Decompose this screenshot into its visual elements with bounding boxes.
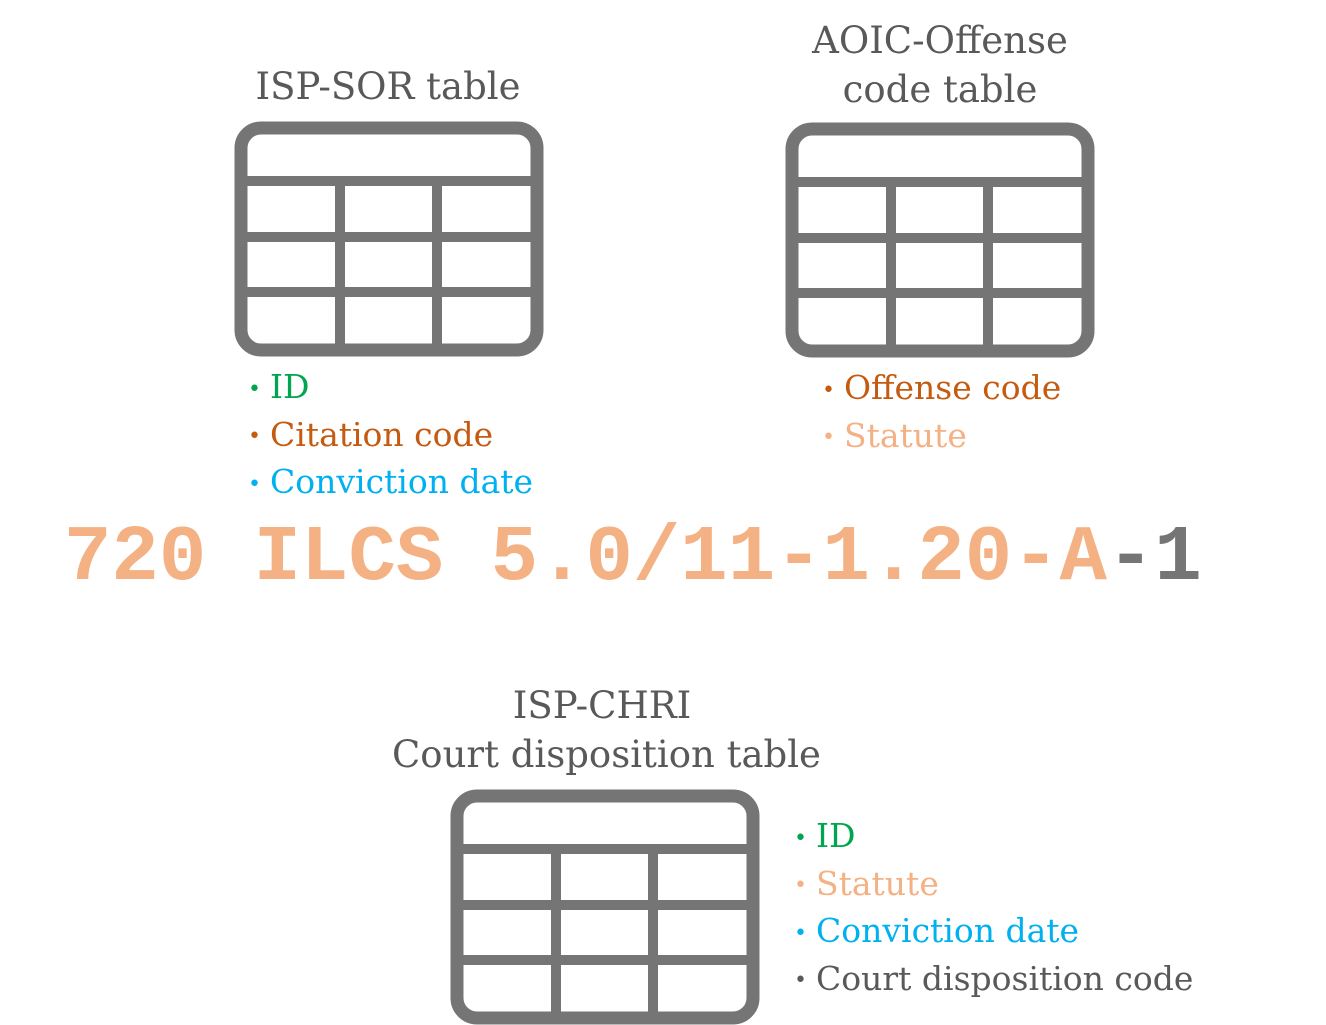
list-item: • Conviction date xyxy=(248,459,533,507)
field-label: Statute xyxy=(844,415,967,455)
field-label: Offense code xyxy=(844,368,1062,407)
field-label: Court disposition code xyxy=(816,958,1194,998)
list-item: • Court disposition code xyxy=(794,956,1193,1004)
aoic-field-list: • Offense code • Statute xyxy=(822,365,1061,460)
bullet: • xyxy=(248,424,261,449)
list-item: • Statute xyxy=(822,413,1061,461)
field-label: ID xyxy=(270,367,310,406)
field-label: Citation code xyxy=(270,414,494,454)
bullet: • xyxy=(822,377,835,403)
table-icon xyxy=(234,121,544,357)
isp-sor-title: ISP-SOR table xyxy=(238,62,538,111)
isp-chri-title-line1: ISP-CHRI xyxy=(512,684,692,727)
list-item: • ID xyxy=(794,813,1193,861)
aoic-title: AOIC-Offense code table xyxy=(780,16,1100,114)
field-label: Conviction date xyxy=(816,911,1080,950)
isp-sor-title-text: ISP-SOR table xyxy=(255,65,521,108)
list-item: • Statute xyxy=(794,861,1193,909)
aoic-title-line2: code table xyxy=(842,68,1038,111)
list-item: • Offense code xyxy=(822,365,1061,413)
field-label: Statute xyxy=(816,863,939,903)
isp-chri-title: ISP-CHRI Court disposition table xyxy=(392,681,821,779)
bullet: • xyxy=(248,471,261,497)
bullet: • xyxy=(794,968,807,993)
bullet: • xyxy=(794,920,807,946)
bullet: • xyxy=(794,873,807,898)
field-label: Conviction date xyxy=(270,462,534,501)
isp-chri-title-line2: Court disposition table xyxy=(392,733,821,776)
bullet: • xyxy=(794,825,807,851)
bullet: • xyxy=(248,376,261,402)
bullet: • xyxy=(822,425,835,450)
table-icon xyxy=(785,122,1095,358)
list-item: • ID xyxy=(248,364,533,412)
citation-code-example: 720 ILCS 5.0/11-1.20-A-1 xyxy=(64,513,1202,603)
isp-sor-field-list: • ID • Citation code • Conviction date xyxy=(248,364,533,507)
isp-chri-field-list: • ID • Statute • Conviction date • Court dis… xyxy=(794,813,1193,1003)
isp-sor-table-icon xyxy=(234,121,544,357)
isp-chri-table-icon xyxy=(450,789,760,1025)
disposition-part: -1 xyxy=(1106,513,1202,603)
aoic-table-icon xyxy=(785,122,1095,358)
table-icon xyxy=(450,789,760,1025)
list-item: • Conviction date xyxy=(794,908,1193,956)
field-label: ID xyxy=(816,816,856,855)
statute-part: 720 ILCS 5.0/11-1.20-A xyxy=(64,513,1107,603)
list-item: • Citation code xyxy=(248,412,533,460)
aoic-title-line1: AOIC-Offense xyxy=(812,19,1068,62)
